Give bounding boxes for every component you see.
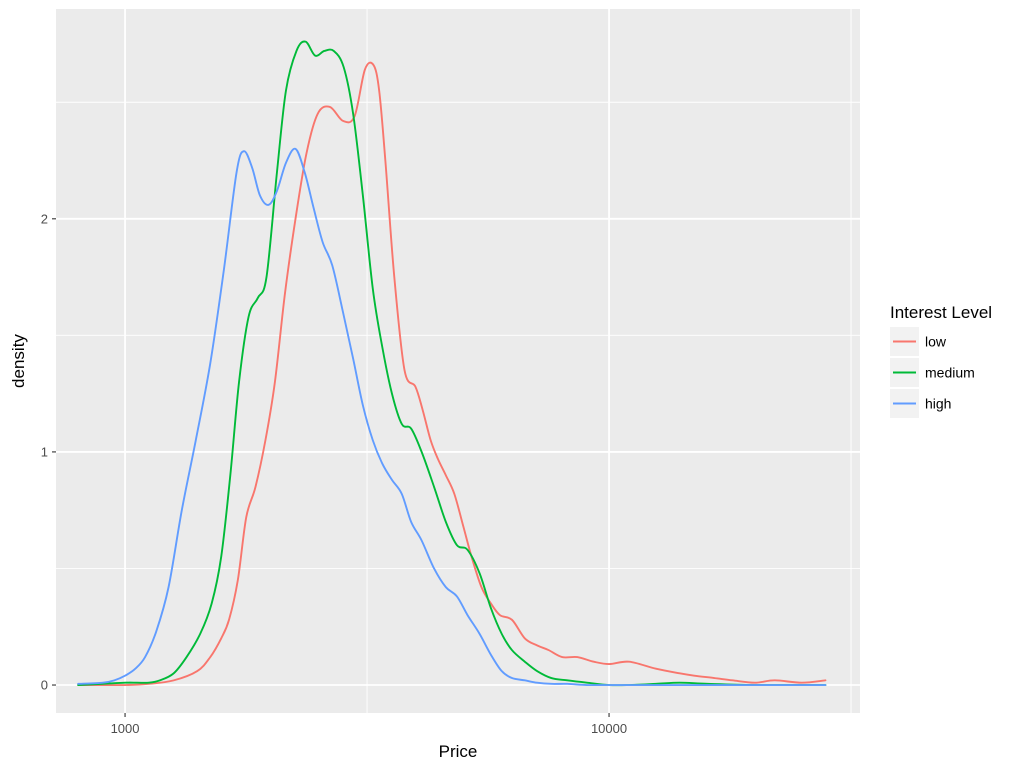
series-line-high	[77, 147, 827, 687]
plot-panel	[56, 9, 860, 713]
legend-entries: low medium high	[890, 327, 975, 418]
legend-title: Interest Level	[890, 303, 992, 322]
legend-label-low: low	[925, 334, 947, 350]
y-axis: 0 1 2	[41, 211, 56, 693]
series-line-low	[77, 61, 827, 687]
x-tick-label-0: 1000	[111, 721, 140, 736]
series-lines	[77, 40, 827, 687]
legend: Interest Level low medium high	[890, 303, 992, 418]
legend-label-medium: medium	[925, 365, 975, 381]
minor-gridlines	[56, 9, 860, 713]
y-axis-title: density	[9, 334, 28, 388]
x-tick-label-1: 10000	[591, 721, 627, 736]
x-axis: 1000 10000	[111, 713, 627, 736]
legend-label-high: high	[925, 396, 951, 412]
y-tick-label-1: 1	[41, 444, 48, 459]
x-axis-title: Price	[439, 742, 478, 761]
y-tick-label-2: 2	[41, 211, 48, 226]
y-tick-label-0: 0	[41, 678, 48, 693]
series-line-medium	[77, 40, 827, 687]
